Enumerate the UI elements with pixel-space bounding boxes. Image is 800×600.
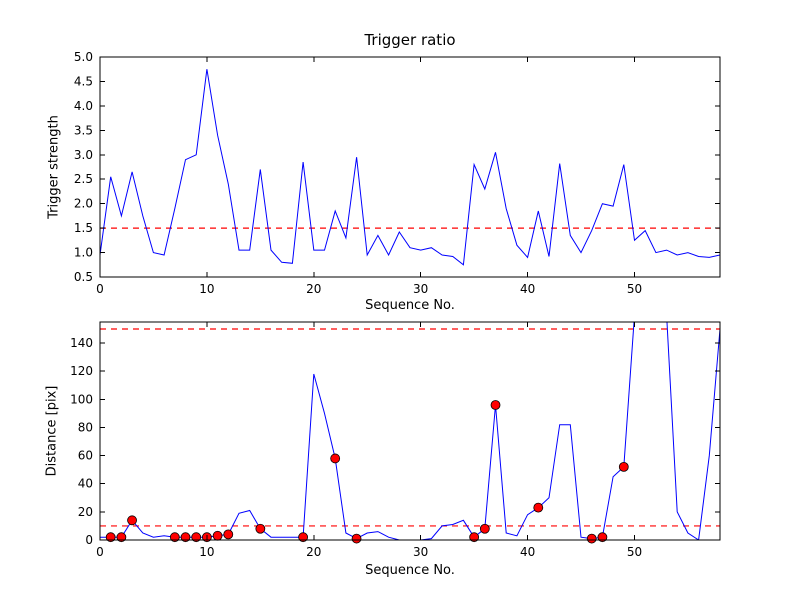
event-marker (255, 523, 266, 534)
event-marker (180, 532, 191, 543)
data-line (100, 322, 720, 540)
y-tick-label: 0 (85, 533, 93, 547)
event-marker (490, 400, 501, 410)
y-tick-label: 4.5 (74, 74, 93, 88)
y-tick-label: 140 (70, 336, 93, 350)
x-tick-label: 50 (627, 282, 642, 296)
y-tick-label: 40 (78, 477, 93, 491)
x-tick-label: 10 (199, 282, 214, 296)
chart-title: Trigger ratio (364, 31, 456, 49)
x-tick-label: 10 (199, 545, 214, 559)
event-marker (618, 461, 629, 472)
event-marker (116, 532, 127, 543)
x-tick-label: 20 (306, 545, 321, 559)
x-tick-label: 0 (96, 545, 104, 559)
event-marker (298, 532, 309, 543)
event-marker (330, 453, 341, 464)
y-tick-label: 120 (70, 364, 93, 378)
axes-frame (99, 321, 721, 541)
x-tick-label: 40 (520, 545, 535, 559)
event-marker (105, 532, 116, 543)
y-tick-label: 1.0 (74, 246, 93, 260)
y-tick-label: 1.5 (74, 221, 93, 235)
y-tick-label: 3.5 (74, 123, 93, 137)
event-marker (127, 515, 137, 526)
y-tick-label: 5.0 (74, 50, 93, 64)
y-tick-label: 20 (78, 505, 93, 519)
y-tick-label: 4.0 (74, 99, 93, 113)
chart-top: 0 10 20 30 40 50 0.5 1.0 1.5 2.0 2.5 3.0 3.5 4.0 4.5 5.… (74, 50, 721, 296)
x-tick-label: 40 (520, 282, 535, 296)
x-tick-label: 30 (413, 282, 428, 296)
y-tick-label: 2.0 (74, 197, 93, 211)
chart-bottom: 0 10 20 30 40 50 0 20 40 60 80 100 120 140 (70, 321, 721, 559)
bottom-chart-ylabel: Distance [pix] (44, 385, 60, 477)
event-marker (479, 523, 490, 534)
event-marker (586, 533, 597, 544)
y-tick-label: 80 (78, 420, 93, 434)
event-marker (351, 533, 362, 544)
event-marker (223, 529, 234, 540)
event-marker (469, 532, 480, 543)
top-chart-ylabel: Trigger strength (46, 115, 62, 219)
event-marker (533, 502, 544, 513)
y-tick-label: 2.5 (74, 172, 93, 186)
x-tick-label: 50 (627, 545, 642, 559)
axes-frame (99, 56, 721, 278)
top-chart-xlabel: Sequence No. (365, 298, 455, 313)
event-marker (212, 530, 223, 541)
y-tick-label: 0.5 (74, 270, 93, 284)
event-marker (169, 532, 180, 543)
event-marker (191, 532, 202, 543)
x-tick-label: 0 (96, 282, 104, 296)
y-tick-label: 60 (78, 449, 93, 463)
x-tick-label: 20 (306, 282, 321, 296)
x-tick-label: 30 (413, 545, 428, 559)
event-marker (597, 532, 608, 543)
y-tick-label: 3.0 (74, 148, 93, 162)
bottom-chart-xlabel: Sequence No. (365, 563, 455, 578)
y-tick-label: 100 (70, 392, 93, 406)
data-line (100, 69, 720, 266)
